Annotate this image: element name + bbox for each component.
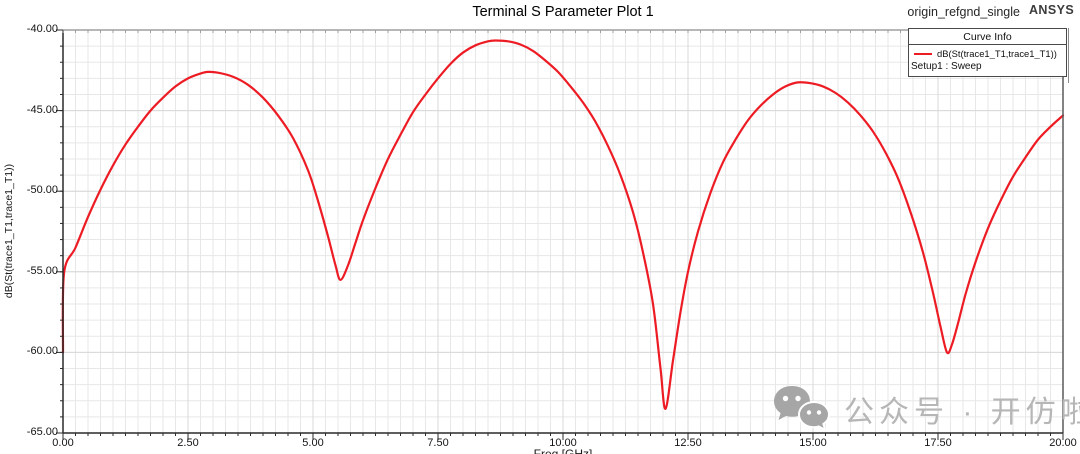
y-tick-label: -65.00	[26, 426, 58, 438]
x-tick-label: 12.50	[674, 437, 702, 449]
curve-info-legend[interactable]: Curve Info dB(St(trace1_T1,trace1_T1)) S…	[908, 28, 1067, 77]
trace-color-swatch	[914, 52, 932, 55]
x-axis-label: Freq [GHz]	[533, 447, 593, 454]
x-tick-label: 20.00	[1049, 437, 1077, 449]
x-tick-label: 10.00	[549, 437, 577, 449]
plot-title: Terminal S Parameter Plot 1	[472, 4, 654, 20]
y-tick-label: -40.00	[26, 23, 58, 35]
x-tick-label: 7.50	[427, 437, 449, 449]
legend-header: Curve Info	[909, 29, 1066, 45]
x-tick-label: 2.50	[177, 437, 199, 449]
x-tick-label: 0.00	[52, 437, 74, 449]
legend-trace-row[interactable]: dB(St(trace1_T1,trace1_T1))	[909, 45, 1066, 59]
y-tick-label: -60.00	[26, 345, 58, 358]
plot-canvas[interactable]	[56, 29, 1065, 440]
y-tick-label: -50.00	[26, 184, 58, 197]
x-tick-label: 17.50	[924, 437, 952, 449]
watermark: 公众号 · 开仿啦	[768, 383, 1080, 435]
legend-setup-label: Setup1 : Sweep	[911, 61, 982, 72]
model-name: origin_refgnd_single	[907, 5, 1020, 19]
y-tick-label: -45.00	[26, 103, 58, 116]
watermark-text: 公众号 · 开仿啦	[844, 396, 1080, 429]
x-tick-label: 15.00	[799, 437, 827, 449]
window-edge-divider	[1068, 28, 1069, 83]
y-tick-label: -55.00	[26, 264, 58, 277]
trace-label: dB(St(trace1_T1,trace1_T1))	[937, 48, 1057, 59]
wechat-icon	[774, 386, 831, 433]
ansys-logo: ANSYS	[1029, 3, 1075, 17]
x-tick-label: 5.00	[302, 437, 324, 449]
